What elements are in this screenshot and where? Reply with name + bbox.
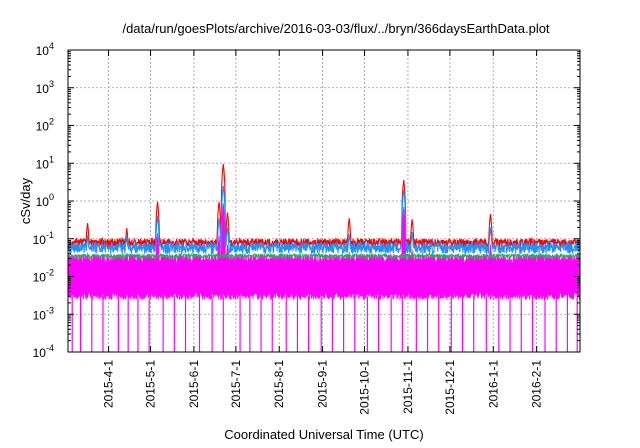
grid-layer [68, 50, 580, 352]
x-tick-label: 2015-11-1 [401, 360, 415, 414]
x-tick-label: 2015-9-1 [316, 360, 330, 408]
x-tick-label: 2015-6-1 [187, 360, 201, 408]
series-blue-line [67, 185, 581, 255]
y-tick-label: 104 [36, 41, 54, 58]
x-tick-label: 2015-12-1 [443, 360, 457, 415]
tick-layer [68, 49, 580, 353]
y-tick-label: 10-4 [33, 343, 54, 360]
x-tick-label: 2016-1-1 [486, 360, 500, 408]
y-axis-label: cSv/day [18, 177, 33, 224]
y-tick-labels: 10-4 10-3 10-2 10-1 100 101 102 103 104 [33, 41, 54, 360]
x-tick-label: 2015-10-1 [358, 360, 372, 415]
y-tick-label: 100 [36, 192, 54, 209]
chart-title: /data/run/goesPlots/archive/2016-03-03/f… [122, 21, 549, 36]
x-tick-label: 2015-5-1 [144, 360, 158, 408]
y-tick-label: 101 [36, 154, 54, 171]
y-tick-label: 10-3 [33, 305, 54, 322]
x-tick-label: 2015-8-1 [272, 360, 286, 408]
y-tick-label: 10-1 [33, 230, 54, 247]
x-tick-label: 2016-2-1 [530, 360, 544, 408]
x-tick-label: 2015-7-1 [229, 360, 243, 408]
data-layer [67, 164, 581, 352]
series-red-line [67, 164, 581, 249]
x-tick-labels: 2015-4-1 2015-5-1 2015-6-1 2015-7-1 2015-8-1… [102, 360, 544, 415]
y-tick-label: 10-2 [33, 268, 54, 285]
y-tick-label: 103 [36, 79, 54, 96]
x-axis-label: Coordinated Universal Time (UTC) [224, 427, 423, 442]
x-tick-label: 2015-4-1 [102, 360, 116, 408]
y-tick-label: 102 [36, 117, 54, 134]
series-green-line [67, 252, 581, 261]
